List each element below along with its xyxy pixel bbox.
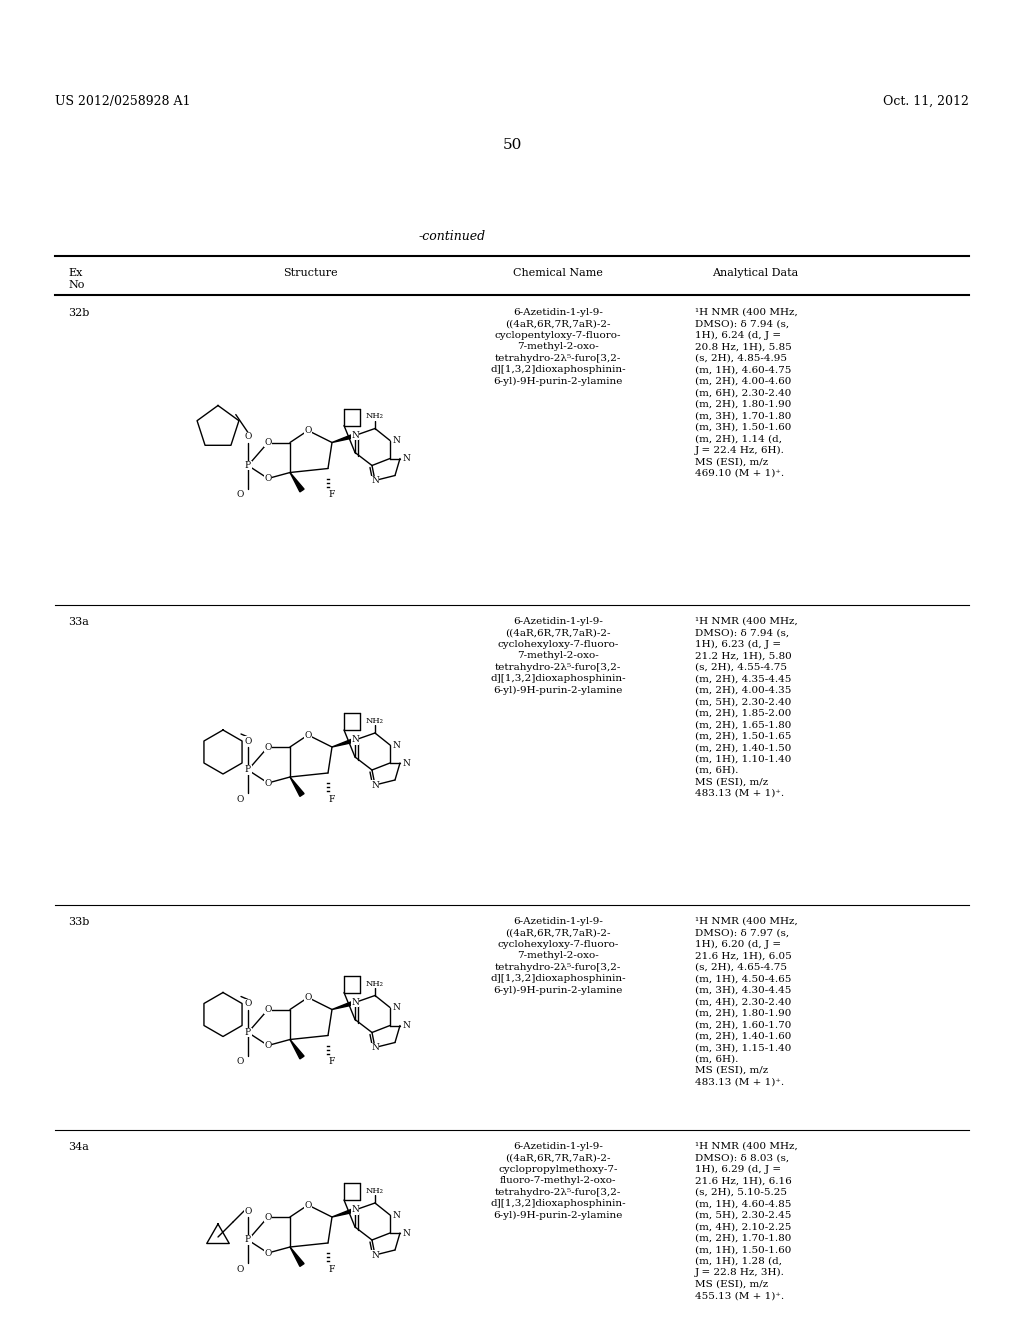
Text: 33b: 33b [68,917,89,927]
Text: O: O [264,438,271,447]
Text: Ex
No: Ex No [68,268,84,290]
Text: 34a: 34a [68,1142,89,1152]
Text: NH₂: NH₂ [366,717,384,725]
Polygon shape [332,1001,355,1010]
Text: 32b: 32b [68,308,89,318]
Text: O: O [304,426,311,436]
Text: Structure: Structure [283,268,337,279]
Text: O: O [237,1057,244,1067]
Text: N: N [371,1043,379,1052]
Text: 6-Azetidin-1-yl-9-
((4aR,6R,7R,7aR)-2-
cyclopropylmethoxy-7-
fluoro-7-methyl-2-o: 6-Azetidin-1-yl-9- ((4aR,6R,7R,7aR)-2- c… [490,1142,626,1220]
Text: NH₂: NH₂ [366,1187,384,1195]
Text: O: O [245,1206,252,1216]
Text: ¹H NMR (400 MHz,
DMSO): δ 7.94 (s,
1H), 6.24 (d, J =
20.8 Hz, 1H), 5.85
(s, 2H),: ¹H NMR (400 MHz, DMSO): δ 7.94 (s, 1H), … [695,308,798,478]
Text: N: N [371,477,379,484]
Text: O: O [264,1213,271,1221]
Text: N: N [371,1250,379,1259]
Text: F: F [329,795,335,804]
Text: N: N [402,1229,410,1238]
Text: F: F [329,1057,335,1067]
Text: O: O [304,1200,311,1209]
Text: O: O [264,1041,271,1049]
Polygon shape [290,1247,304,1266]
Text: 6-Azetidin-1-yl-9-
((4aR,6R,7R,7aR)-2-
cyclohexyloxy-7-fluoro-
7-methyl-2-oxo-
t: 6-Azetidin-1-yl-9- ((4aR,6R,7R,7aR)-2- c… [490,917,626,995]
Text: O: O [304,730,311,739]
Text: P: P [245,461,251,470]
Text: 50: 50 [503,139,521,152]
Text: ¹H NMR (400 MHz,
DMSO): δ 7.94 (s,
1H), 6.23 (d, J =
21.2 Hz, 1H), 5.80
(s, 2H),: ¹H NMR (400 MHz, DMSO): δ 7.94 (s, 1H), … [695,616,798,797]
Text: O: O [264,1005,271,1014]
Text: NH₂: NH₂ [366,979,384,987]
Text: Chemical Name: Chemical Name [513,268,603,279]
Text: N: N [392,436,400,445]
Text: O: O [264,474,271,483]
Text: ¹H NMR (400 MHz,
DMSO): δ 7.97 (s,
1H), 6.20 (d, J =
21.6 Hz, 1H), 6.05
(s, 2H),: ¹H NMR (400 MHz, DMSO): δ 7.97 (s, 1H), … [695,917,798,1086]
Text: Analytical Data: Analytical Data [712,268,798,279]
Text: N: N [371,780,379,789]
Text: N: N [392,1003,400,1012]
Text: -continued: -continued [419,230,485,243]
Polygon shape [332,433,355,442]
Text: NH₂: NH₂ [366,412,384,421]
Text: N: N [392,1210,400,1220]
Text: O: O [264,779,271,788]
Text: O: O [245,737,252,746]
Text: N: N [351,735,359,744]
Polygon shape [290,777,304,796]
Text: N: N [402,759,410,767]
Text: N: N [351,432,359,440]
Polygon shape [332,1208,355,1217]
Text: F: F [329,1265,335,1274]
Text: O: O [245,999,252,1008]
Text: N: N [351,1205,359,1214]
Text: ¹H NMR (400 MHz,
DMSO): δ 8.03 (s,
1H), 6.29 (d, J =
21.6 Hz, 1H), 6.16
(s, 2H),: ¹H NMR (400 MHz, DMSO): δ 8.03 (s, 1H), … [695,1142,798,1300]
Text: 6-Azetidin-1-yl-9-
((4aR,6R,7R,7aR)-2-
cyclohexyloxy-7-fluoro-
7-methyl-2-oxo-
t: 6-Azetidin-1-yl-9- ((4aR,6R,7R,7aR)-2- c… [490,616,626,694]
Text: 33a: 33a [68,616,89,627]
Text: O: O [237,795,244,804]
Polygon shape [290,473,304,492]
Text: O: O [264,1249,271,1258]
Text: N: N [402,1020,410,1030]
Text: O: O [245,432,252,441]
Text: N: N [402,454,410,463]
Text: P: P [245,1236,251,1245]
Text: N: N [351,998,359,1007]
Text: Oct. 11, 2012: Oct. 11, 2012 [883,95,969,108]
Text: O: O [237,1265,244,1274]
Text: O: O [304,993,311,1002]
Text: P: P [245,1028,251,1038]
Text: O: O [264,742,271,751]
Text: F: F [329,490,335,499]
Polygon shape [290,1040,304,1059]
Text: N: N [392,741,400,750]
Text: O: O [237,490,244,499]
Text: P: P [245,766,251,775]
Text: US 2012/0258928 A1: US 2012/0258928 A1 [55,95,190,108]
Text: 6-Azetidin-1-yl-9-
((4aR,6R,7R,7aR)-2-
cyclopentyloxy-7-fluoro-
7-methyl-2-oxo-
: 6-Azetidin-1-yl-9- ((4aR,6R,7R,7aR)-2- c… [490,308,626,385]
Polygon shape [332,738,355,747]
